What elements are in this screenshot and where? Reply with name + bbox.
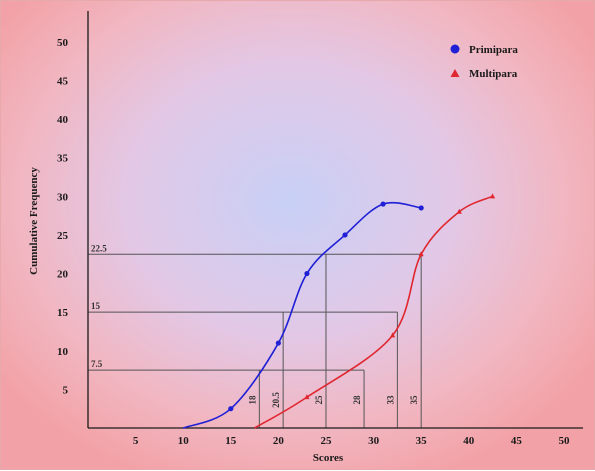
y-tick-label: 35 xyxy=(57,153,69,165)
axes xyxy=(87,11,583,429)
legend-label-primipara: Primipara xyxy=(469,44,518,56)
data-point-primipara xyxy=(275,340,281,346)
x-tick-label: 20 xyxy=(273,435,285,447)
legend-marker-multipara xyxy=(450,69,460,77)
y-tick-label: 15 xyxy=(57,307,69,319)
x-tick-label: 30 xyxy=(368,435,380,447)
y-tick-label: 25 xyxy=(57,230,69,242)
x-tick-label: 5 xyxy=(133,435,139,447)
vertical-reference-label: 28 xyxy=(352,395,362,405)
vertical-reference-label: 33 xyxy=(385,395,395,405)
x-tick-label: 45 xyxy=(511,435,523,447)
data-point-primipara xyxy=(418,205,424,211)
data-point-multipara xyxy=(390,332,396,338)
vertical-reference-label: 18 xyxy=(247,395,257,405)
legend-marker-primipara xyxy=(450,44,460,54)
x-tick-label: 25 xyxy=(320,435,332,447)
horizontal-reference-label: 15 xyxy=(91,301,101,311)
series-line-primipara xyxy=(182,201,422,429)
x-tick-label: 50 xyxy=(558,435,570,447)
y-tick-label: 20 xyxy=(57,269,69,281)
data-point-multipara xyxy=(489,193,496,199)
x-axis-title: Scores xyxy=(313,452,344,464)
vertical-reference-label: 25 xyxy=(314,395,324,405)
y-tick-label: 5 xyxy=(63,384,69,396)
data-point-primipara xyxy=(342,232,348,238)
reference-lines: 7.5 15 22.5 18 20.5 25 28 33 35 xyxy=(88,243,422,428)
data-point-multipara xyxy=(304,394,310,400)
vertical-reference-label: 35 xyxy=(409,395,419,405)
tick-labels: 5 10 15 20 25 30 35 40 45 50 5 10 15 20 25 30 35 40 45 50 xyxy=(57,37,570,447)
data-point-primipara xyxy=(228,406,234,412)
x-tick-label: 35 xyxy=(416,435,428,447)
data-point-multipara xyxy=(418,251,424,257)
x-tick-label: 40 xyxy=(463,435,475,447)
series xyxy=(182,193,496,429)
data-point-primipara xyxy=(380,201,386,207)
data-point-primipara xyxy=(304,270,310,277)
x-tick-label: 10 xyxy=(178,435,190,447)
horizontal-reference-label: 7.5 xyxy=(91,359,103,369)
y-tick-label: 40 xyxy=(57,114,69,126)
data-point-multipara xyxy=(456,208,462,214)
y-tick-label: 45 xyxy=(57,76,69,88)
y-tick-label: 10 xyxy=(57,346,69,358)
y-axis-title: Cumulative Frequency xyxy=(28,167,40,275)
legend: Primipara Multipara xyxy=(450,44,518,80)
x-tick-label: 15 xyxy=(225,435,237,447)
y-tick-label: 50 xyxy=(57,37,69,49)
vertical-reference-label: 20.5 xyxy=(271,392,281,408)
horizontal-reference-label: 22.5 xyxy=(91,243,107,253)
y-tick-label: 30 xyxy=(57,191,69,203)
legend-label-multipara: Multipara xyxy=(469,68,518,80)
